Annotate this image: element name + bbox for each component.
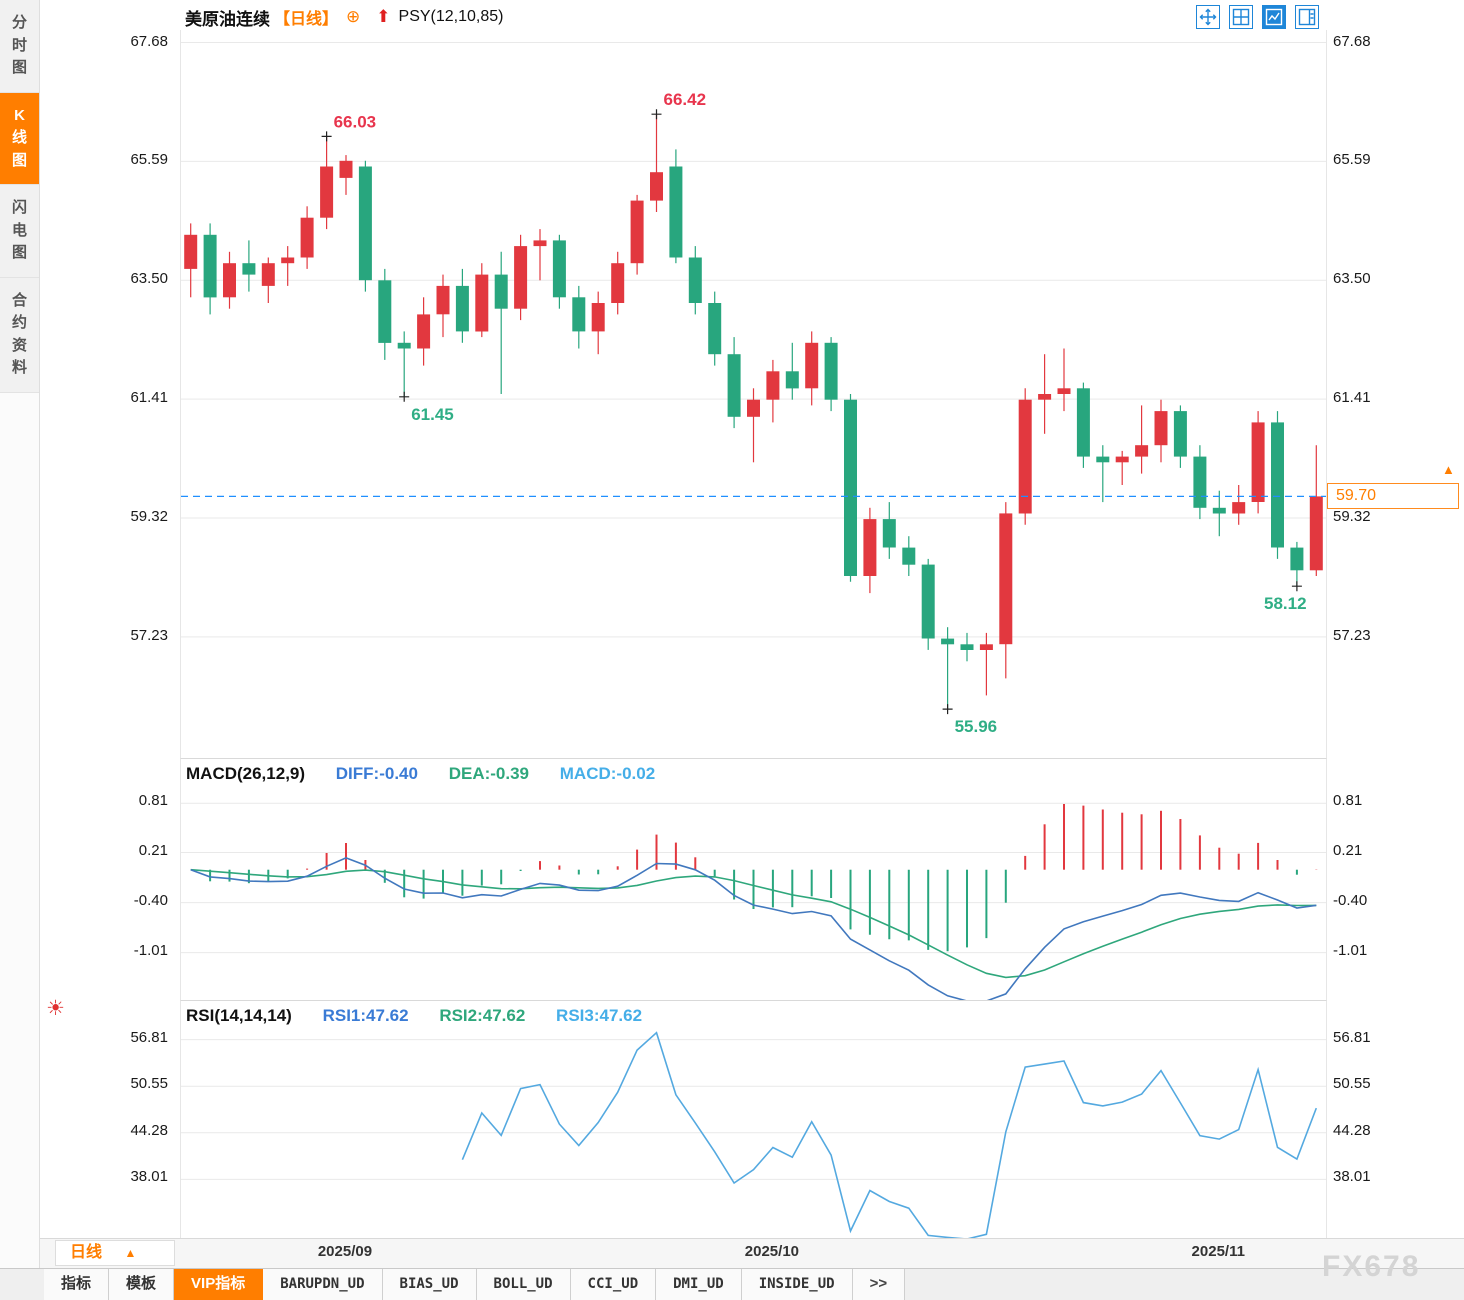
move-crosshair-icon[interactable]	[1196, 5, 1220, 29]
macd-hist-readout: MACD:-0.02	[559, 764, 656, 783]
chart-layout-toolbar	[1196, 5, 1319, 29]
macd-diff-readout: DIFF:-0.40	[335, 764, 418, 783]
rsi-title-row: RSI(14,14,14) RSI1:47.62 RSI2:47.62 RSI3…	[186, 1006, 668, 1026]
macd-dea-readout: DEA:-0.39	[448, 764, 530, 783]
psy-indicator-label[interactable]: PSY(12,10,85)	[398, 8, 504, 25]
signal-up-arrow-icon: ⬆	[376, 7, 391, 26]
split-panel-icon[interactable]	[1295, 5, 1319, 29]
chart-header: 美原油连续 【日线】 ⊕ ⬆ PSY(12,10,85)	[185, 4, 503, 30]
rsi2-readout: RSI2:47.62	[439, 1006, 526, 1025]
macd-panel[interactable]	[180, 758, 1327, 1001]
macd-chart[interactable]	[181, 759, 1326, 1001]
macd-title: MACD(26,12,9)	[186, 764, 306, 783]
period-tag: 【日线】	[274, 11, 339, 28]
candlestick-chart[interactable]: 66.03 61.45 66.42 55.96 58.12	[181, 30, 1326, 758]
current-price-tag: 59.70	[1327, 483, 1459, 510]
watermark: FX678	[1322, 1250, 1421, 1283]
sidebar-item-label: 合约资料	[11, 291, 27, 377]
bottom-tab-bias-ud[interactable]: BIAS_UD	[382, 1269, 477, 1300]
symbol-name: 美原油连续	[185, 9, 270, 29]
bottom-tab-barupdn-ud[interactable]: BARUPDN_UD	[263, 1269, 383, 1300]
y-axis-label: 0.21	[138, 841, 168, 859]
rsi3-readout: RSI3:47.62	[556, 1006, 643, 1025]
y-axis-label: 38.01	[1333, 1168, 1371, 1186]
y-axis-label: 59.32	[130, 507, 168, 525]
sun-icon[interactable]: ☀	[46, 997, 65, 1020]
y-axis-label: 0.21	[1333, 841, 1363, 859]
y-axis-label: 38.01	[130, 1168, 168, 1186]
y-axis-label: 57.23	[130, 626, 168, 644]
price-annotation: 61.45	[411, 405, 454, 424]
y-axis-label: -1.01	[1333, 941, 1368, 959]
sidebar-item-flash-chart[interactable]: 闪电图	[0, 185, 39, 278]
x-axis-strip	[40, 1238, 1464, 1268]
y-axis-label: 67.68	[1333, 32, 1371, 50]
y-axis-label: 59.32	[1333, 507, 1371, 525]
x-axis-label: 2025/09	[317, 1243, 373, 1260]
bottom-tab-more[interactable]: >>	[852, 1269, 906, 1300]
sidebar-item-label: 分时图	[11, 14, 27, 76]
bottom-tab-inside-ud[interactable]: INSIDE_UD	[741, 1269, 853, 1300]
rsi-title: RSI(14,14,14)	[186, 1006, 292, 1025]
sidebar-item-kline-chart[interactable]: K线图	[0, 92, 39, 185]
price-annotation: 66.03	[334, 112, 377, 131]
rsi-chart[interactable]	[181, 1001, 1326, 1239]
y-axis-label: 65.59	[1333, 151, 1371, 169]
period-selector[interactable]: 日线 ▲	[55, 1240, 175, 1266]
bottom-tab-vip-indicators[interactable]: VIP指标	[174, 1269, 264, 1300]
y-axis-label: 67.68	[130, 32, 168, 50]
sidebar-item-contract-info[interactable]: 合约资料	[0, 277, 39, 393]
bottom-tab-dmi-ud[interactable]: DMI_UD	[656, 1269, 742, 1300]
y-axis-label: 0.81	[138, 792, 168, 810]
bottom-tab-boll-ud[interactable]: BOLL_UD	[476, 1269, 571, 1300]
rsi-panel[interactable]	[180, 1000, 1327, 1239]
price-annotation: 58.12	[1264, 594, 1307, 613]
y-axis-label: 56.81	[1333, 1028, 1371, 1046]
bottom-tab-cci-ud[interactable]: CCI_UD	[570, 1269, 657, 1300]
price-annotation: 66.42	[664, 90, 707, 109]
chart-panel-icon[interactable]	[1262, 5, 1286, 29]
sidebar-item-timeshare-chart[interactable]: 分时图	[0, 0, 39, 93]
price-up-triangle-icon: ▲	[1442, 462, 1455, 478]
bottom-tab-templates[interactable]: 模板	[109, 1269, 175, 1300]
left-sidebar: 分时图 K线图闪电图合约资料	[0, 0, 40, 1268]
y-axis-label: -0.40	[133, 891, 168, 909]
y-axis-label: -0.40	[1333, 891, 1368, 909]
y-axis-label: -1.01	[133, 941, 168, 959]
period-dropdown-arrow-icon: ▲	[124, 1246, 137, 1260]
circle-plus-icon[interactable]: ⊕	[346, 7, 361, 26]
price-annotation: 55.96	[955, 717, 998, 736]
y-axis-label: 63.50	[1333, 270, 1371, 288]
y-axis-label: 61.41	[130, 389, 168, 407]
y-axis-label: 50.55	[130, 1075, 168, 1093]
grid-layout-icon[interactable]	[1229, 5, 1253, 29]
y-axis-label: 0.81	[1333, 792, 1363, 810]
y-axis-label: 44.28	[1333, 1121, 1371, 1139]
sidebar-item-label: K线图	[11, 106, 27, 169]
period-selector-label: 日线	[70, 1244, 103, 1261]
sidebar-item-label: 闪电图	[11, 199, 27, 261]
bottom-tab-indicators[interactable]: 指标	[44, 1269, 110, 1300]
y-axis-label: 44.28	[130, 1121, 168, 1139]
macd-title-row: MACD(26,12,9) DIFF:-0.40 DEA:-0.39 MACD:…	[186, 764, 681, 784]
main-candlestick-panel[interactable]: 66.03 61.45 66.42 55.96 58.12	[180, 30, 1327, 758]
bottom-tab-bar: 指标 模板 VIP指标 BARUPDN_UD BIAS_UD BOLL_UD CCI_UD D…	[0, 1268, 1464, 1300]
rsi1-readout: RSI1:47.62	[322, 1006, 409, 1025]
y-axis-label: 65.59	[130, 151, 168, 169]
y-axis-label: 63.50	[130, 270, 168, 288]
y-axis-label: 56.81	[130, 1028, 168, 1046]
y-axis-label: 61.41	[1333, 389, 1371, 407]
x-axis-label: 2025/11	[1191, 1243, 1245, 1260]
y-axis-label: 50.55	[1333, 1075, 1371, 1093]
x-axis-label: 2025/10	[744, 1243, 800, 1260]
y-axis-label: 57.23	[1333, 626, 1371, 644]
